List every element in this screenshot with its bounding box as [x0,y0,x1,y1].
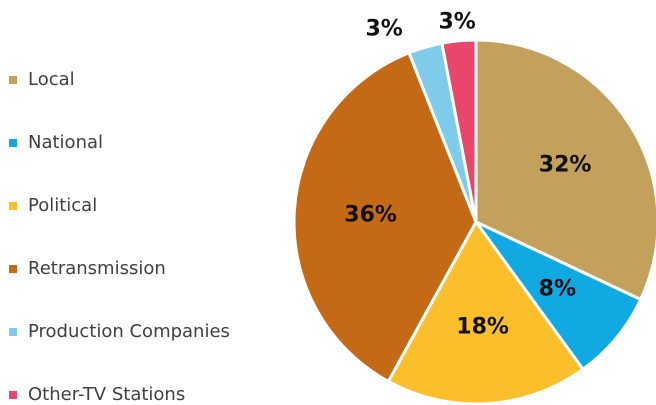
legend-label: Political [28,195,97,216]
pie-slice [386,219,586,405]
data-label: 3% [438,10,475,35]
pie-slice [474,220,643,372]
legend-swatch [9,76,17,84]
pie-slice [440,38,478,223]
pie-slice [292,50,478,384]
data-label: 36% [344,202,397,227]
legend-swatch [9,202,17,210]
legend-label: Other-TV Stations [28,384,185,405]
legend-swatch [9,139,17,147]
data-label: 3% [365,17,402,42]
pie-slice [474,38,656,302]
legend-label: Retransmission [28,258,166,279]
legend-swatch [9,328,17,336]
legend-swatch [9,265,17,273]
legend-label: Local [28,69,75,90]
data-label: 18% [456,314,509,339]
legend-label: National [28,132,103,153]
legend-label: Production Companies [28,321,230,342]
data-label: 32% [539,152,592,177]
legend-swatch [9,391,17,399]
data-label: 8% [539,276,576,301]
